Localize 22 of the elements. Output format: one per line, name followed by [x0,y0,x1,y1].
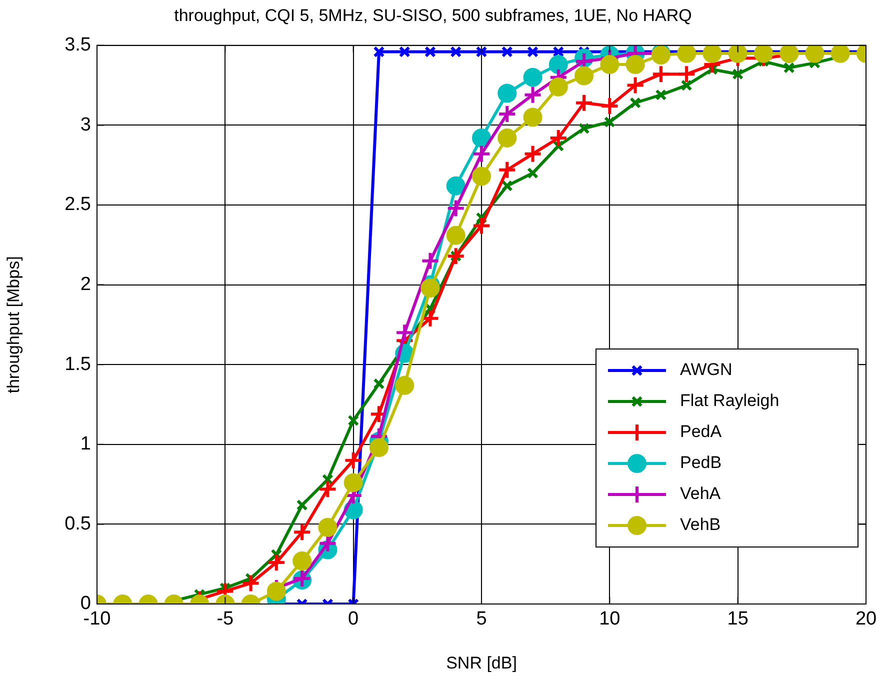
y-tick-label: 1 [80,434,91,455]
x-tick-label: 15 [727,608,748,630]
y-tick-label: 2 [80,274,91,296]
legend-label: AWGN [680,360,732,380]
legend-label: Flat Rayleigh [680,391,780,410]
legend-label: PedA [680,422,722,442]
y-tick-label: 1.5 [64,354,91,375]
x-tick-label: 20 [855,608,877,630]
y-tick-label: 0.5 [64,513,91,534]
legend-label: VehB [680,515,721,534]
x-tick-label: 10 [599,608,620,630]
chart-title: throughput, CQI 5, 5MHz, SU-SISO, 500 subframes, 1UE, No HARQ [174,6,692,25]
x-tick-label: 5 [476,608,487,630]
y-tick-label: 3 [80,114,91,136]
x-tick-label: -5 [216,608,234,630]
legend-label: PedB [680,453,722,472]
y-tick-label: 2.5 [64,194,91,216]
y-axis-title: throughput [Mbps] [4,256,23,394]
x-axis-title: SNR [dB] [446,653,517,672]
legend-label: VehA [680,484,722,504]
y-tick-label: 3.5 [64,34,91,56]
x-tick-label: 0 [348,608,359,630]
